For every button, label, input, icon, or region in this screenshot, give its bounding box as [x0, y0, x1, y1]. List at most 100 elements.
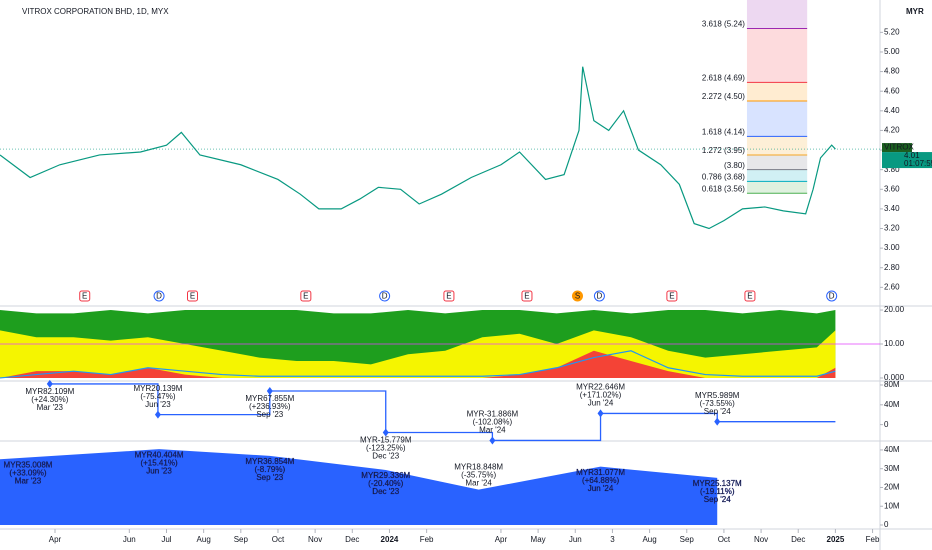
x-tick-label: Jun [569, 535, 582, 544]
x-tick-label: Nov [308, 535, 322, 544]
y-tick-label: 10.00 [884, 339, 905, 348]
revenue-label: (-20.40%) [368, 479, 403, 488]
revenue-label: MYR36.854M [245, 457, 294, 466]
step-label: Mar '23 [37, 403, 64, 412]
y-tick-label: 3.00 [884, 243, 900, 252]
price-tag-name: VITROX [884, 143, 914, 152]
fib-band [746, 181, 808, 194]
x-tick-label: Nov [754, 535, 768, 544]
step-label: Jun '23 [145, 400, 171, 409]
fib-band [746, 154, 808, 170]
y-tick-label: 4.60 [884, 86, 900, 95]
event-marker [379, 290, 391, 302]
event-label: S [575, 292, 580, 301]
event-marker [187, 290, 198, 302]
x-tick-label: Sep [680, 535, 695, 544]
event-marker [521, 290, 533, 302]
step-label: (-123.25%) [366, 444, 406, 453]
y-tick-label: 4.40 [884, 106, 900, 115]
event-label: E [82, 292, 87, 301]
fib-label: 1.618 (4.14) [702, 127, 745, 136]
event-label: E [747, 292, 752, 301]
x-tick-label: Apr [495, 535, 508, 544]
x-tick-label: Dec [791, 535, 805, 544]
event-marker [593, 290, 605, 302]
event-marker [300, 290, 312, 302]
revenue-label: (-35.75%) [461, 471, 496, 480]
x-tick-label: May [531, 535, 546, 544]
y-tick-label: 10M [884, 501, 900, 510]
step-label: (-102.08%) [473, 418, 513, 427]
price-tag-box [882, 152, 932, 169]
step-label: (+236.93%) [249, 402, 291, 411]
y-tick-label: 20.00 [884, 305, 905, 314]
revenue-label: Sep '23 [256, 473, 283, 482]
revenue-label: Dec '23 [372, 487, 399, 496]
step-label: MYR22.646M [576, 383, 625, 392]
y-tick-label: 20M [884, 483, 900, 492]
x-tick-label: Sep [234, 535, 249, 544]
revenue-label: Jun '24 [588, 484, 614, 493]
step-label: MYR-15.779M [360, 436, 412, 445]
step-marker [266, 387, 273, 396]
revenue-label: MYR29.336M [361, 471, 410, 480]
step-label: Mar '24 [479, 426, 506, 435]
fib-label: 3.618 (5.24) [702, 20, 745, 29]
event-marker [826, 290, 838, 302]
fib-label: 0.618 (3.56) [702, 184, 745, 193]
x-tick-label: Apr [49, 535, 62, 544]
y-tick-label: 0.000 [884, 373, 905, 382]
revenue-label: (-19.11%) [700, 487, 735, 496]
chart-title: VITROX CORPORATION BHD, 1D, MYX [22, 7, 169, 16]
event-label: E [446, 292, 451, 301]
step-label: (-73.55%) [700, 399, 735, 408]
fib-label: 0.786 (3.68) [702, 173, 745, 182]
y-tick-label: 4.20 [884, 126, 900, 135]
x-tick-label: 3 [610, 535, 615, 544]
y-tick-label: 3.20 [884, 224, 900, 233]
revenue-label: MYR18.848M [454, 463, 503, 472]
x-tick-label: Jun [123, 535, 136, 544]
y-tick-label: 3.80 [884, 165, 900, 174]
step-label: (+24.30%) [31, 395, 68, 404]
step-label: (+171.02%) [580, 391, 622, 400]
revenue-area [0, 449, 718, 525]
revenue-label: (+15.41%) [140, 458, 177, 467]
step-line [49, 383, 836, 442]
y-tick-label: 3.60 [884, 184, 900, 193]
event-label: D [829, 292, 835, 301]
fib-label: (3.80) [724, 161, 745, 170]
y-tick-label: 0 [884, 420, 889, 429]
revenue-label: MYR40.404M [135, 450, 184, 459]
price-tag-value: 4.01 [904, 151, 920, 160]
y-tick-label: 2.60 [884, 282, 900, 291]
y-tick-label: 40M [884, 400, 900, 409]
y-tick-label: 40M [884, 445, 900, 454]
step-label: MYR82.109M [25, 387, 74, 396]
step-marker [46, 379, 53, 388]
step-label: Dec '23 [372, 452, 399, 461]
step-label: Sep '23 [256, 410, 283, 419]
revenue-label: (+64.88%) [582, 476, 619, 485]
fib-band [746, 101, 808, 137]
step-label: MYR5.989M [695, 391, 740, 400]
revenue-label: (+33.09%) [9, 468, 46, 477]
event-marker [666, 290, 678, 302]
step-label: MYR-31.886M [467, 410, 519, 419]
x-tick-label: Oct [272, 535, 285, 544]
step-label: Sep '24 [704, 407, 731, 416]
price-tag-name-box [882, 143, 912, 153]
step-label: Jun '24 [588, 399, 614, 408]
x-tick-label: Aug [197, 535, 211, 544]
event-marker [744, 290, 756, 302]
x-tick-label: Jul [161, 535, 171, 544]
revenue-label: (-8.79%) [254, 465, 285, 474]
revenue-label: MYR35.008M [4, 460, 53, 469]
fib-label: 2.272 (4.50) [702, 92, 745, 101]
y-tick-label: 5.20 [884, 27, 900, 36]
y-axis-label: MYR [906, 7, 924, 16]
y-tick-label: 80M [884, 380, 900, 389]
revenue-label: Mar '24 [465, 479, 492, 488]
fib-label: 2.618 (4.69) [702, 73, 745, 82]
